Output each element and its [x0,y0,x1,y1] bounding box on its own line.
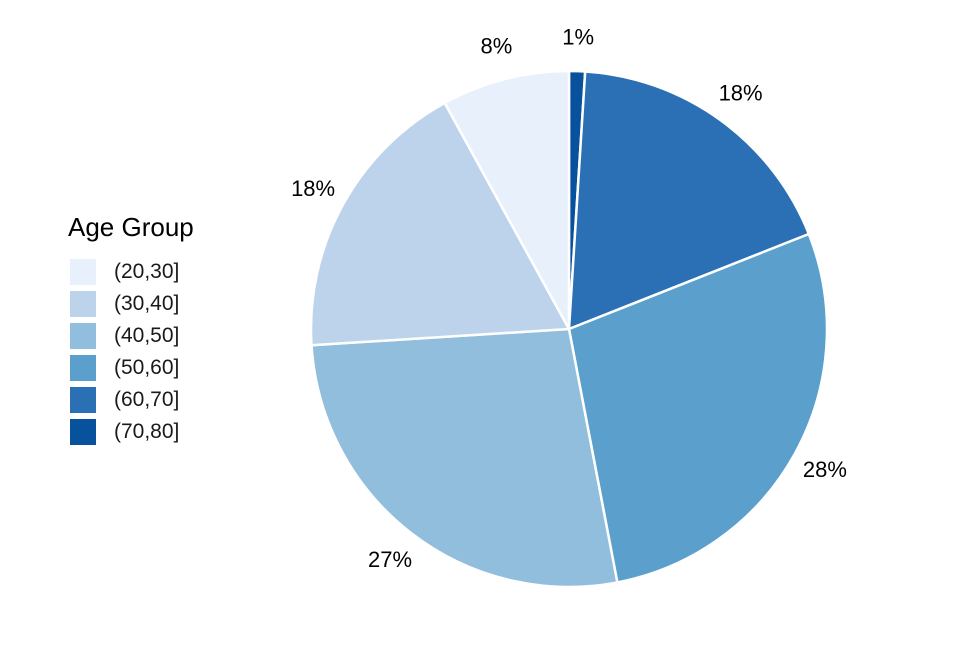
pie-slices [309,69,829,589]
pie-slice-3 [310,327,619,589]
pie-slice-2 [567,232,829,584]
pie-slice-label-4: 18% [291,176,335,201]
legend-swatch [70,387,96,413]
legend-item: (40,50] [68,320,194,352]
pie-slice-5 [443,69,571,331]
pie-slice-4 [309,101,571,347]
legend: Age Group (20,30] (30,40] (40,50] (50,60] (6… [68,212,194,448]
pie-slice-label-1: 18% [719,80,763,105]
legend-item: (20,30] [68,256,194,288]
pie-slice-label-5: 8% [481,34,513,59]
legend-item: (60,70] [68,384,194,416]
legend-label: (60,70] [114,388,180,411]
legend-label: (30,40] [114,292,180,315]
legend-label: (40,50] [114,324,180,347]
legend-item: (30,40] [68,288,194,320]
pie-slice-label-2: 28% [803,457,847,482]
legend-items: (20,30] (30,40] (40,50] (50,60] (60,70] (70,8… [68,256,194,448]
pie-slice-1 [567,70,811,331]
pie-slice-labels: 1% 18% 28% 27% 18% 8% [291,25,847,573]
pie-slice-label-3: 27% [368,547,412,572]
pie-slice-label-0: 1% [562,25,594,50]
legend-swatch [70,419,96,445]
legend-item: (70,80] [68,416,194,448]
legend-title: Age Group [68,212,194,242]
legend-swatch [70,323,96,349]
legend-swatch [70,355,96,381]
legend-item: (50,60] [68,352,194,384]
legend-swatch [70,259,96,285]
legend-label: (20,30] [114,260,180,283]
legend-label: (50,60] [114,356,180,379]
legend-label: (70,80] [114,420,180,443]
legend-swatch [70,291,96,317]
